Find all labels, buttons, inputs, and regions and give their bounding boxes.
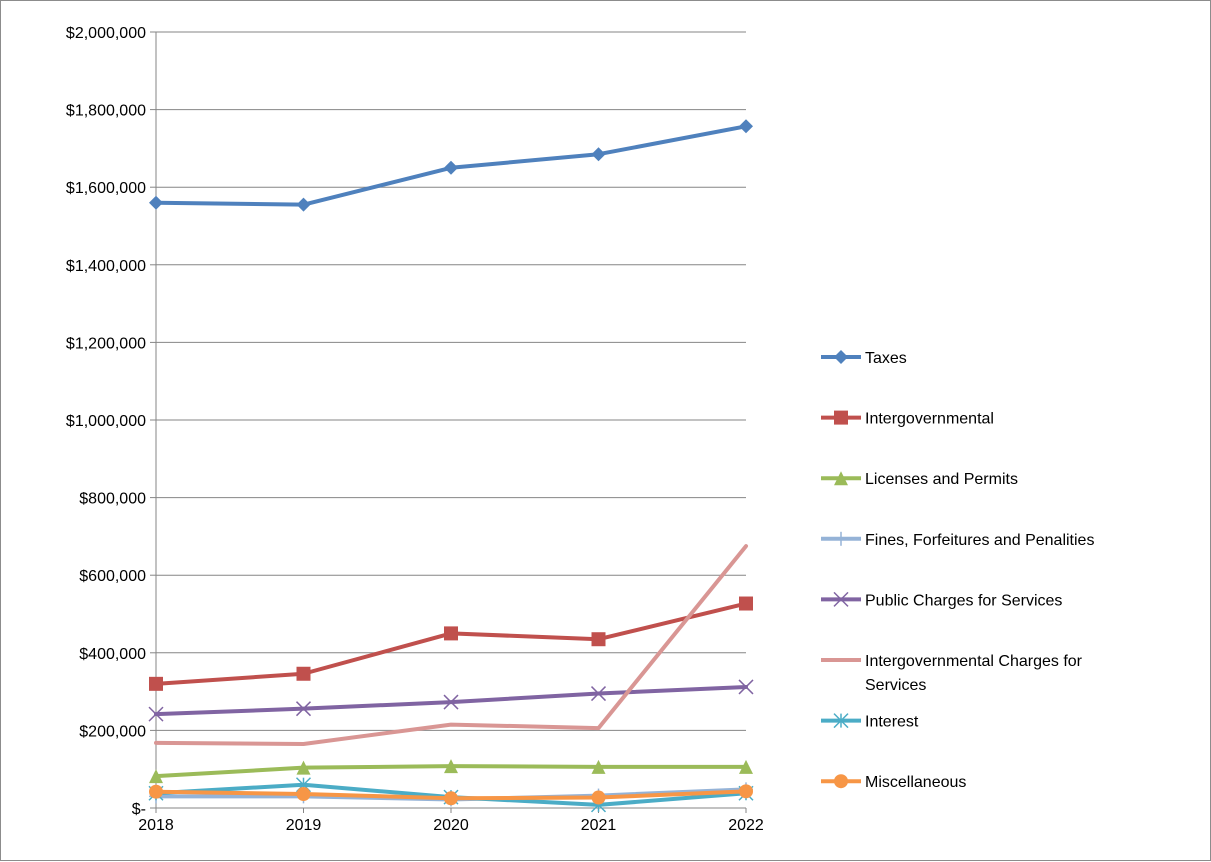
legend-label: Licenses and Permits [865, 471, 1018, 488]
legend-swatch-marker [833, 713, 849, 729]
legend-item-intergovernmental-charges-for-services: Intergovernmental Charges for Services [821, 653, 1083, 694]
marker-stroke [590, 686, 607, 702]
y-tick-label: $600,000 [79, 568, 146, 585]
data-point [295, 701, 312, 717]
y-tick-label: $2,000,000 [66, 25, 146, 42]
series-miscellaneous [149, 784, 753, 806]
data-point [444, 160, 458, 175]
legend-item-miscellaneous: Miscellaneous [821, 774, 966, 791]
data-point [739, 784, 753, 799]
legend-swatch-marker [834, 774, 848, 789]
data-point [739, 759, 753, 774]
data-point [444, 791, 458, 806]
series-line [154, 601, 748, 686]
y-tick-label: $400,000 [79, 646, 146, 663]
data-point [149, 195, 163, 210]
data-point [591, 759, 606, 774]
data-point [296, 666, 311, 681]
data-point [591, 147, 606, 162]
legend-label: Miscellaneous [865, 774, 966, 791]
series-intergovernmental-charges-for-services [154, 544, 748, 746]
x-tick-label: 2019 [286, 817, 322, 834]
data-point [443, 694, 459, 710]
y-tick-label: $800,000 [79, 491, 146, 508]
legend-swatch-marker [833, 591, 849, 607]
data-point [739, 596, 753, 611]
legend-item-intergovernmental: Intergovernmental [821, 410, 994, 428]
x-tick-label: 2018 [138, 817, 174, 834]
gridlines [156, 31, 746, 731]
legend-item-fines-forfeitures-and-penalities: Fines, Forfeitures and Penalities [821, 531, 1094, 549]
marker-stroke [148, 706, 164, 722]
series-public-charges-for-services [148, 679, 754, 722]
marker-stroke [833, 591, 849, 607]
legend-item-licenses-and-permits: Licenses and Permits [821, 471, 1018, 488]
legend-label: Intergovernmental Charges for Services [865, 653, 1083, 694]
legend-swatch-marker [834, 410, 848, 425]
legend-label: Public Charges for Services [865, 592, 1062, 609]
data-point [739, 119, 753, 134]
series-line [154, 684, 748, 717]
y-tick-label: $1,800,000 [66, 103, 146, 120]
y-tick-label: $1,000,000 [66, 413, 146, 430]
data-point [738, 679, 754, 695]
x-tick-label: 2022 [728, 817, 764, 834]
series-intergovernmental [149, 596, 753, 691]
legend-item-interest: Interest [821, 713, 919, 731]
legend: Taxes Intergovernmental Licenses and Permi… [821, 350, 1094, 791]
legend-item-public-charges-for-services: Public Charges for Services [821, 591, 1062, 609]
series-taxes [149, 119, 753, 212]
legend-label: Fines, Forfeitures and Penalities [865, 532, 1094, 549]
data-point [444, 759, 458, 774]
marker-stroke [443, 694, 459, 710]
data-point [149, 676, 163, 691]
series-lines [148, 119, 754, 813]
y-tick-label: $1,200,000 [66, 335, 146, 352]
legend-label: Interest [865, 714, 919, 731]
data-point [149, 784, 163, 799]
legend-swatch-marker [834, 531, 848, 546]
marker-stroke [738, 679, 754, 695]
y-tick-label: $1,600,000 [66, 180, 146, 197]
data-point [296, 760, 311, 775]
data-point [590, 686, 607, 702]
y-tick-label: $1,400,000 [66, 258, 146, 275]
x-tick-label: 2021 [581, 817, 617, 834]
y-tick-label: $200,000 [79, 723, 146, 740]
series-licenses-and-permits [149, 759, 753, 784]
data-point [591, 632, 606, 647]
axes: $- $200,000 $400,000 $600,000 $800,000 $1,000… [66, 25, 764, 834]
data-point [149, 769, 163, 784]
y-tick-label: $- [132, 801, 146, 818]
series-line [154, 544, 748, 746]
legend-item-taxes: Taxes [821, 350, 907, 367]
marker-stroke [295, 701, 312, 717]
legend-label: Taxes [865, 350, 907, 367]
legend-swatch-marker [834, 350, 848, 364]
data-point [591, 790, 606, 805]
data-point [444, 626, 458, 641]
data-point [148, 706, 164, 722]
data-point [296, 787, 311, 802]
legend-label: Intergovernmental [865, 411, 994, 428]
data-point [296, 197, 311, 212]
legend-swatch-marker [834, 471, 848, 486]
x-tick-label: 2020 [433, 817, 469, 834]
